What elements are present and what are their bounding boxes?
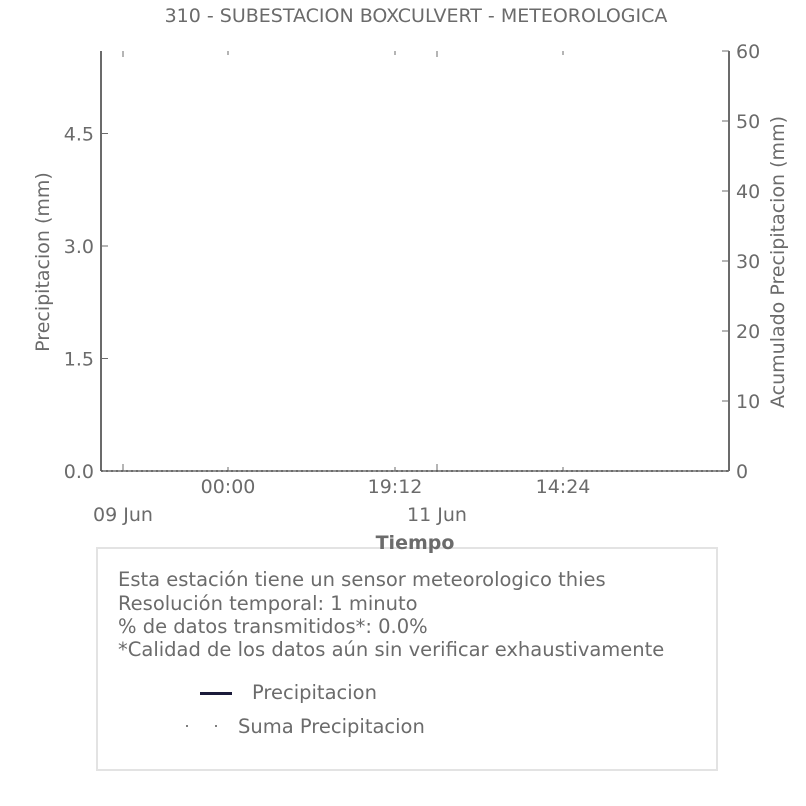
left-axis: 0.0 1.5 3.0 4.5 [64, 124, 108, 483]
right-tick-label: 60 [736, 41, 760, 63]
info-legend-box: Esta estación tiene un sensor meteorolog… [96, 547, 718, 771]
x-minor-tick-label: 14:24 [536, 476, 591, 498]
legend-precipitacion-swatch [200, 692, 232, 695]
y-axis-label-right: Acumulado Precipitacion (mm) [767, 116, 789, 408]
left-tick-label: 1.5 [64, 349, 94, 371]
legend-suma-swatch-dot [186, 725, 188, 727]
legend-suma-label: Suma Precipitacion [238, 715, 425, 738]
chart-title: 310 - SUBESTACION BOXCULVERT - METEOROLO… [165, 5, 668, 27]
transmitted-text: % de datos transmitidos*: 0.0% [118, 615, 428, 638]
quality-note-text: *Calidad de los datos aún sin verificar … [118, 638, 665, 661]
legend-suma-swatch-dot [215, 725, 217, 727]
station-sensor-text: Esta estación tiene un sensor meteorolog… [118, 568, 606, 591]
x-major-tick-label: 09 Jun [93, 504, 153, 526]
resolution-text: Resolución temporal: 1 minuto [118, 592, 418, 615]
right-tick-label: 10 [736, 391, 760, 413]
right-tick-label: 40 [736, 181, 760, 203]
left-tick-label: 3.0 [64, 236, 94, 258]
legend-precipitacion-label: Precipitacion [252, 681, 377, 704]
right-tick-label: 0 [736, 461, 748, 483]
right-axis: 0 10 20 30 40 50 60 [722, 41, 760, 483]
x-axis: 09 Jun 11 Jun 00:00 19:12 14:24 [93, 51, 590, 526]
x-major-tick-label: 11 Jun [407, 504, 467, 526]
right-tick-label: 50 [736, 111, 760, 133]
x-minor-tick-label: 00:00 [201, 476, 256, 498]
left-tick-label: 4.5 [64, 124, 94, 146]
x-minor-tick-label: 19:12 [368, 476, 423, 498]
right-tick-label: 20 [736, 321, 760, 343]
left-tick-label: 0.0 [64, 461, 94, 483]
plot-axes [100, 51, 730, 472]
right-tick-label: 30 [736, 251, 760, 273]
y-axis-label-left: Precipitacion (mm) [32, 172, 54, 352]
